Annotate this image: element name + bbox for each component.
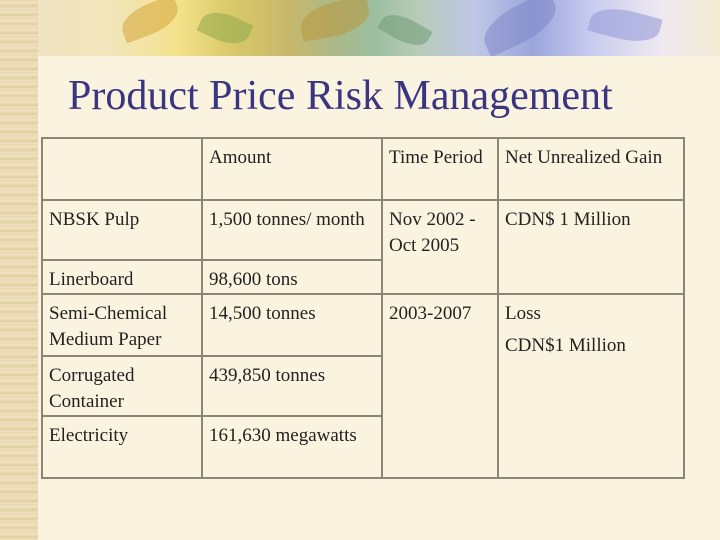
cell-time-period: 2003-2007 [381, 293, 499, 479]
cell-amount: 161,630 megawatts [201, 415, 383, 479]
leaf-decoration [196, 4, 254, 52]
header-amount: Amount [201, 137, 383, 201]
leaf-decoration [476, 0, 564, 58]
loss-amount: CDN$1 Million [505, 335, 626, 356]
slide-title: Product Price Risk Management [68, 73, 613, 119]
table-row: Electricity 161,630 megawatts [41, 415, 684, 479]
cell-product: Semi-Chemical Medium Paper [41, 293, 203, 357]
leaf-decoration [587, 1, 663, 49]
table-row: Corrugated Container 439,850 tonnes [41, 355, 684, 417]
cell-product: Linerboard [41, 259, 203, 295]
leaf-decoration [116, 0, 184, 44]
decorative-header-band [0, 0, 720, 58]
cell-net-gain: CDN$ 1 Million [497, 199, 685, 295]
cell-amount: 439,850 tonnes [201, 355, 383, 417]
cell-product: NBSK Pulp [41, 199, 203, 261]
cell-time-period: Nov 2002 - Oct 2005 [381, 199, 499, 295]
header-product [41, 137, 203, 201]
table-row: Linerboard 98,600 tons [41, 259, 684, 295]
cell-amount: 14,500 tonnes [201, 293, 383, 357]
cell-amount: 98,600 tons [201, 259, 383, 295]
table-header-row: Amount Time Period Net Unrealized Gain [41, 137, 685, 201]
leaf-decoration [377, 7, 433, 53]
table-row: NBSK Pulp 1,500 tonnes/ month Nov 2002 -… [41, 199, 685, 295]
header-time-period: Time Period [381, 137, 499, 201]
cell-product: Electricity [41, 415, 203, 479]
cell-product: Corrugated Container [41, 355, 203, 417]
time-period-text: 2003-2007 [389, 303, 472, 324]
cell-net-gain: Loss CDN$1 Million [497, 293, 685, 479]
loss-label: Loss [505, 303, 541, 324]
table-row: Semi-Chemical Medium Paper 14,500 tonnes… [41, 293, 685, 479]
leaf-decoration [297, 0, 373, 42]
risk-table: Amount Time Period Net Unrealized Gain N… [41, 137, 685, 479]
cell-amount: 1,500 tonnes/ month [201, 199, 383, 261]
header-net-unrealized-gain: Net Unrealized Gain [497, 137, 685, 201]
decorative-left-strip [0, 0, 38, 540]
